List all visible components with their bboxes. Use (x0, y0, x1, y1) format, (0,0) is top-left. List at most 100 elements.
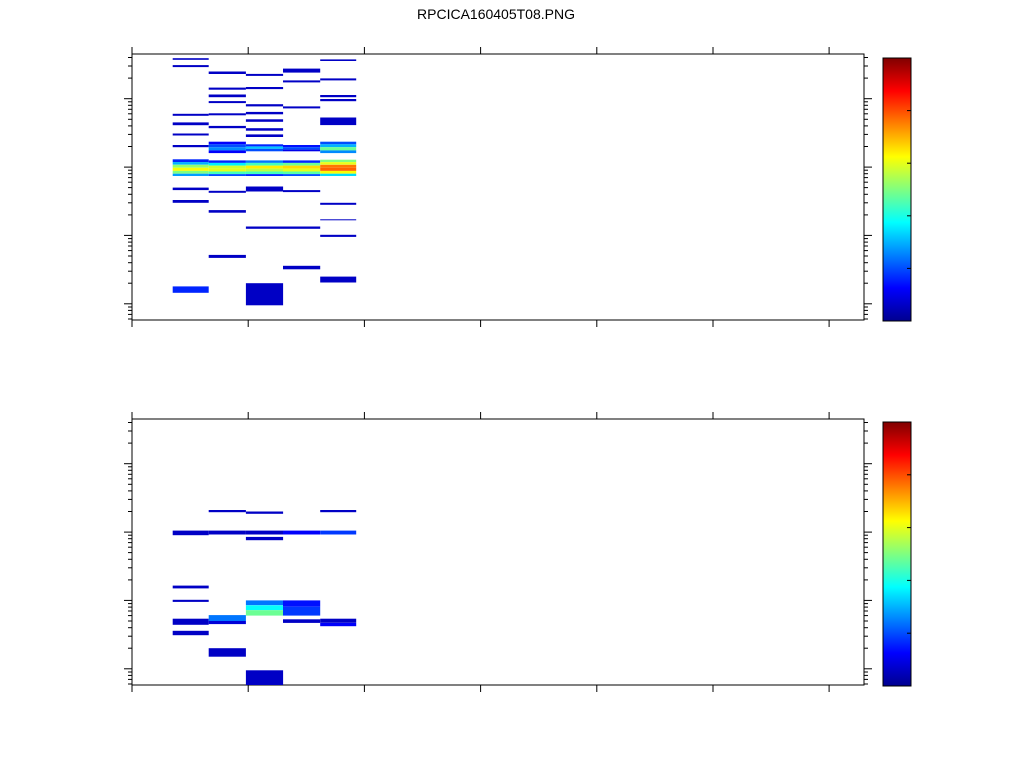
data-cell (283, 265, 321, 270)
data-cell (208, 94, 246, 98)
data-cell (172, 618, 209, 625)
data-cell (320, 170, 357, 174)
data-cell (172, 170, 209, 174)
data-cell (320, 530, 357, 535)
data-cell (283, 147, 321, 150)
data-cell (320, 276, 357, 283)
data-cell (208, 162, 246, 166)
data-cell (208, 171, 246, 174)
data-cell (245, 87, 284, 90)
data-cell (320, 95, 357, 98)
data-cell (320, 99, 357, 102)
data-cell (245, 171, 284, 174)
data-cell (320, 59, 357, 61)
data-cell (172, 187, 209, 191)
data-cell (320, 162, 357, 165)
data-cell (320, 234, 357, 237)
data-cell (245, 511, 284, 514)
data-cell (283, 600, 321, 607)
plot-frame (131, 53, 865, 321)
data-cell (320, 622, 357, 627)
figure-title: RPCICA160405T08.PNG (417, 6, 575, 22)
data-cell (172, 145, 209, 148)
data-cell (245, 600, 284, 606)
data-cell (283, 530, 321, 535)
data-cell (283, 619, 321, 623)
data-cell (320, 147, 357, 151)
x-ticks (131, 47, 830, 327)
data-cell (283, 160, 321, 163)
data-cell (172, 173, 209, 176)
data-cell (245, 148, 284, 152)
data-cell (320, 144, 357, 148)
data-cell (172, 58, 209, 60)
plot-frame (131, 418, 865, 686)
data-cell (320, 510, 357, 513)
panel-2 (124, 412, 912, 692)
data-cell (208, 254, 246, 258)
y-ticks (124, 57, 872, 320)
data-cell (245, 186, 284, 190)
data-cell (208, 113, 246, 116)
data-cell (283, 145, 321, 148)
data-cell (208, 125, 246, 129)
data-cell (320, 167, 357, 171)
data-cell (208, 510, 246, 513)
data-cell (208, 648, 246, 657)
data-cell (172, 162, 209, 165)
data-cell (320, 219, 357, 221)
data-cell (208, 165, 246, 169)
data-cell (283, 162, 321, 166)
data-cell (208, 141, 246, 145)
spectrogram-cells (172, 510, 357, 685)
data-cell (283, 106, 321, 109)
data-cell (172, 530, 209, 536)
data-cell (283, 226, 321, 229)
data-cell (283, 171, 321, 174)
data-cell (208, 174, 246, 176)
data-cell (172, 200, 209, 203)
colorbar-ticks (907, 421, 911, 687)
data-cell (208, 147, 246, 151)
data-cell (245, 610, 284, 616)
data-cell (208, 530, 246, 535)
data-cell (208, 168, 246, 172)
data-cell (283, 165, 321, 169)
data-cell (208, 190, 246, 193)
data-cell (245, 144, 284, 147)
data-cell (320, 164, 357, 168)
data-cell (245, 104, 284, 107)
data-cell (172, 133, 209, 136)
colorbar-ticks (907, 57, 911, 322)
data-cell (245, 189, 284, 192)
data-cell (208, 144, 246, 148)
data-cell (172, 113, 209, 116)
data-cell (245, 160, 284, 163)
spectrogram-cells (172, 58, 357, 306)
data-cell (245, 119, 284, 122)
data-cell (172, 164, 209, 168)
data-cell (245, 134, 284, 137)
data-cell (245, 162, 284, 166)
data-cell (245, 226, 284, 229)
colorbar (882, 57, 912, 322)
panel-1 (124, 47, 912, 327)
data-cell (245, 174, 284, 176)
data-cell (320, 202, 357, 205)
data-cell (320, 78, 357, 81)
data-cell (245, 73, 284, 76)
data-cell (172, 585, 209, 589)
data-cell (283, 68, 321, 73)
data-cell (283, 174, 321, 176)
data-cell (320, 117, 357, 126)
data-cell (320, 150, 357, 154)
data-cell (245, 670, 284, 685)
data-cell (172, 122, 209, 126)
data-cell (283, 149, 321, 152)
data-cell (208, 615, 246, 621)
data-cell (245, 536, 284, 541)
data-cell (245, 111, 284, 115)
data-cell (320, 159, 357, 163)
data-cell (172, 167, 209, 171)
